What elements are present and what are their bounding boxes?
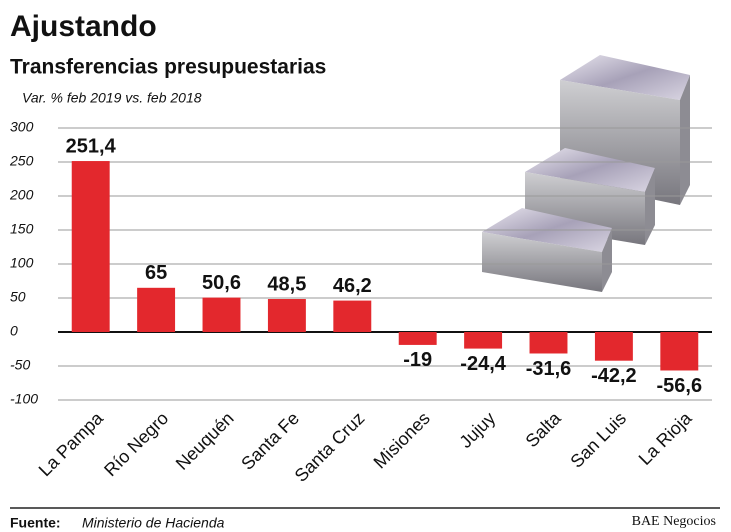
y-tick-label: 200 <box>9 187 34 203</box>
value-label: 251,4 <box>66 135 117 157</box>
source: Ministerio de Hacienda <box>82 515 225 531</box>
y-tick-label: 0 <box>10 323 18 339</box>
value-label: 46,2 <box>333 275 372 297</box>
y-tick-label: -100 <box>10 391 38 407</box>
bar <box>137 287 176 332</box>
y-tick-label: 250 <box>9 153 34 169</box>
credit: BAE Negocios <box>632 514 716 529</box>
x-tick-label: Santa Fe <box>237 408 303 474</box>
x-tick-label: Santa Cruz <box>291 408 369 486</box>
chart-title: Ajustando <box>10 10 157 43</box>
y-tick-label: 300 <box>10 119 34 135</box>
value-label: -19 <box>403 349 432 371</box>
value-label: -24,4 <box>460 353 506 375</box>
x-tick-label: La Pampa <box>35 407 108 480</box>
bar <box>529 332 568 354</box>
y-tick-label: 50 <box>10 289 26 305</box>
y-tick-label: 150 <box>10 221 34 237</box>
x-tick-label: Río Negro <box>100 408 172 480</box>
y-tick-label: -50 <box>10 357 30 373</box>
value-label: -31,6 <box>526 358 572 380</box>
value-label: -56,6 <box>657 375 703 397</box>
bar <box>333 300 372 332</box>
x-tick-label: San Luis <box>566 408 630 472</box>
x-tick-label: La Rioja <box>635 407 697 469</box>
value-label: 48,5 <box>267 273 306 295</box>
x-tick-label: Jujuy <box>455 408 499 452</box>
bar <box>71 161 110 332</box>
x-tick-label: Salta <box>522 407 566 451</box>
x-tick-label: Misiones <box>370 408 434 472</box>
bar <box>398 332 437 345</box>
bar <box>267 299 306 332</box>
bar <box>660 332 699 371</box>
chart-subtitle: Transferencias presupuestarias <box>10 56 326 79</box>
value-label: -42,2 <box>591 365 637 387</box>
value-label: 65 <box>145 262 167 284</box>
value-label: 50,6 <box>202 272 241 294</box>
bar <box>202 297 241 332</box>
money-illustration <box>482 55 690 292</box>
bar <box>594 332 633 361</box>
y-tick-label: 100 <box>10 255 34 271</box>
bar <box>464 332 503 349</box>
y-axis-label: Var. % feb 2019 vs. feb 2018 <box>22 90 202 106</box>
source-label: Fuente: <box>10 515 61 531</box>
x-tick-label: Neuquén <box>172 408 238 474</box>
